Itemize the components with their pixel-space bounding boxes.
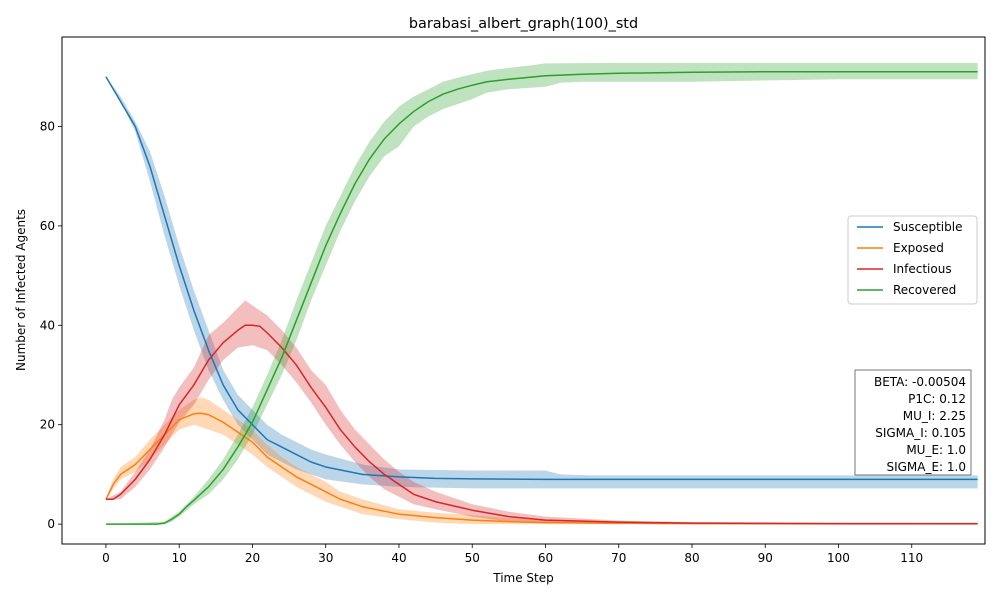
x-tick-label: 70: [611, 551, 626, 565]
plot-frame: [61, 36, 986, 545]
std-band-exposed: [105, 397, 978, 525]
param-sigma-i: SIGMA_I: 0.105: [875, 426, 966, 440]
x-tick-label: 40: [391, 551, 406, 565]
series-line-susceptible: [105, 76, 978, 481]
series-lines: [105, 71, 978, 525]
x-tick-label: 30: [318, 551, 333, 565]
legend-label-susceptible: Susceptible: [893, 220, 962, 234]
param-p1c: P1C: 0.12: [908, 392, 966, 406]
legend-label-recovered: Recovered: [893, 283, 956, 297]
x-tick-label: 0: [102, 551, 110, 565]
y-tick-label: 60: [40, 219, 55, 233]
y-tick-label: 40: [40, 318, 55, 332]
std-bands: [105, 62, 978, 525]
x-tick-label: 50: [465, 551, 480, 565]
x-tick-label: 60: [538, 551, 553, 565]
x-tick-label: 90: [758, 551, 773, 565]
param-mu-i: MU_I: 2.25: [903, 409, 966, 423]
y-axis-label: Number of Infected Agents: [14, 209, 28, 371]
x-axis-label: Time Step: [492, 571, 554, 585]
x-axis: 0 10 20 30 40 50 60 70 80 90 100 110: [102, 544, 923, 565]
legend-label-exposed: Exposed: [893, 241, 944, 255]
x-tick-label: 10: [172, 551, 187, 565]
series-line-recovered: [105, 71, 978, 525]
y-axis: 0 20 40 60 80: [40, 119, 62, 531]
param-sigma-e: SIGMA_E: 1.0: [886, 460, 966, 474]
x-tick-label: 110: [900, 551, 923, 565]
legend-frame: [847, 215, 978, 305]
params-box: BETA: -0.00504 P1C: 0.12 MU_I: 2.25 SIGM…: [854, 369, 972, 476]
series-line-infectious: [105, 324, 978, 525]
param-mu-e: MU_E: 1.0: [906, 443, 966, 457]
y-tick-label: 0: [47, 517, 55, 531]
chart-title: barabasi_albert_graph(100)_std: [409, 16, 638, 32]
params-box-frame: [854, 369, 972, 476]
legend-label-infectious: Infectious: [893, 262, 952, 276]
series-line-exposed: [105, 412, 978, 525]
y-tick-label: 80: [40, 119, 55, 133]
x-tick-label: 100: [827, 551, 850, 565]
legend: Susceptible Exposed Infectious Recovered: [847, 215, 978, 305]
param-beta: BETA: -0.00504: [874, 375, 966, 389]
x-tick-label: 20: [245, 551, 260, 565]
y-tick-label: 20: [40, 418, 55, 432]
x-tick-label: 80: [684, 551, 699, 565]
